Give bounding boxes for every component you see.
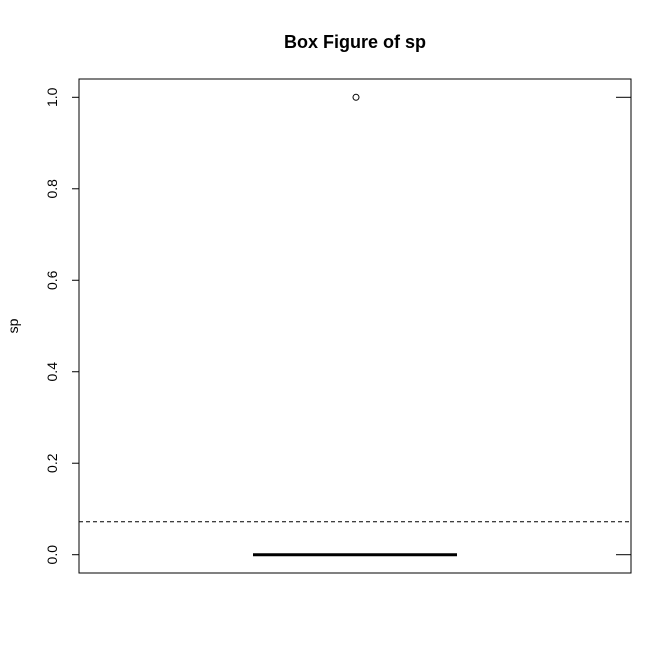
- y-tick-label: 0.2: [44, 453, 60, 473]
- y-tick-label: 0.8: [44, 179, 60, 199]
- y-tick-label: 0.4: [44, 362, 60, 382]
- y-axis: 0.0 0.2 0.4 0.6 0.8 1.0: [44, 87, 80, 565]
- y-tick-label: 0.6: [44, 270, 60, 290]
- chart-title: Box Figure of sp: [284, 32, 426, 52]
- outlier-point: [352, 93, 360, 101]
- y-tick-label: 0.0: [44, 545, 60, 565]
- y-axis-label: sp: [5, 318, 21, 333]
- plot-frame: [78, 78, 632, 574]
- y-tick-label: 1.0: [44, 87, 60, 107]
- plot-marks: [79, 93, 631, 557]
